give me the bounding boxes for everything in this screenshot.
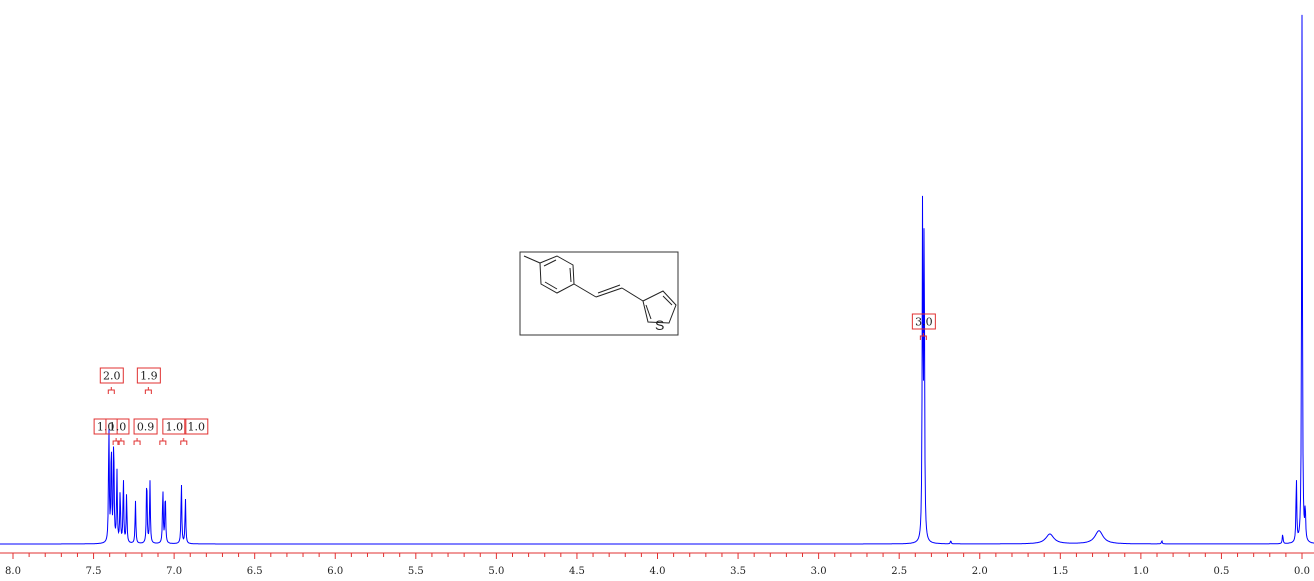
integral-bracket: [144, 387, 152, 394]
x-tick-label: 6.0: [327, 566, 343, 577]
integral-bracket: [159, 438, 167, 445]
x-tick-label: 1.5: [1052, 566, 1068, 577]
x-tick-label: 2.0: [972, 566, 988, 577]
integral-annotations: 2.0 1.91.01.0 0.9 1.0 1.03.0: [93, 313, 936, 445]
integral-label-box: [136, 367, 161, 384]
structure-drawing: [523, 255, 677, 324]
integral-value: 1.0: [188, 421, 206, 434]
x-tick-label: 0.5: [1213, 566, 1229, 577]
integral-value: 1.0: [109, 421, 127, 434]
x-tick-label: 3.0: [811, 566, 827, 577]
x-tick-label: 4.5: [569, 566, 585, 577]
spectrum-trace: [0, 14, 1314, 545]
x-tick-label: 8.0: [5, 566, 21, 577]
integral-bracket: [919, 333, 927, 340]
integral-value: 2.0: [103, 370, 121, 383]
structure-frame: [519, 251, 679, 336]
structure-atom-label: S: [655, 317, 664, 333]
integral-value: 1.9: [140, 370, 158, 383]
integral-label-box: [911, 313, 936, 330]
chemical-structure-inset: S: [519, 251, 679, 336]
x-tick-label: 2.5: [891, 566, 907, 577]
integral-bracket: [180, 438, 188, 445]
integral-bracket: [112, 438, 120, 445]
integral-value: 0.9: [137, 421, 155, 434]
x-tick-label: 7.5: [86, 566, 102, 577]
integral-value: 3.0: [915, 316, 933, 329]
x-tick-label: 6.5: [247, 566, 263, 577]
spectrum-trace-group: [0, 14, 1314, 545]
integral-label-box: [162, 418, 187, 435]
x-axis: 8.0 7.5 7.0 6.5 6.0 5.5 5.0 4.5 4.0 3.5 3.0 2.5 2.0 1…: [0, 552, 1314, 577]
integral-label-box: [133, 418, 158, 435]
integral-bracket: [107, 387, 115, 394]
x-tick-label: 5.0: [488, 566, 504, 577]
integral-label-box: [105, 418, 130, 435]
integral-bracket: [133, 438, 141, 445]
x-tick-label: 0.0: [1294, 566, 1310, 577]
x-tick-label: 5.5: [408, 566, 424, 577]
x-tick-label: 3.5: [730, 566, 746, 577]
integral-label-box: [184, 418, 209, 435]
integral-label-box: [99, 367, 124, 384]
x-tick-label: 4.0: [650, 566, 666, 577]
x-tick-label: 7.0: [166, 566, 182, 577]
x-tick-label: 1.0: [1133, 566, 1149, 577]
integral-bracket: [117, 438, 125, 445]
integral-value: 1.0: [166, 421, 184, 434]
